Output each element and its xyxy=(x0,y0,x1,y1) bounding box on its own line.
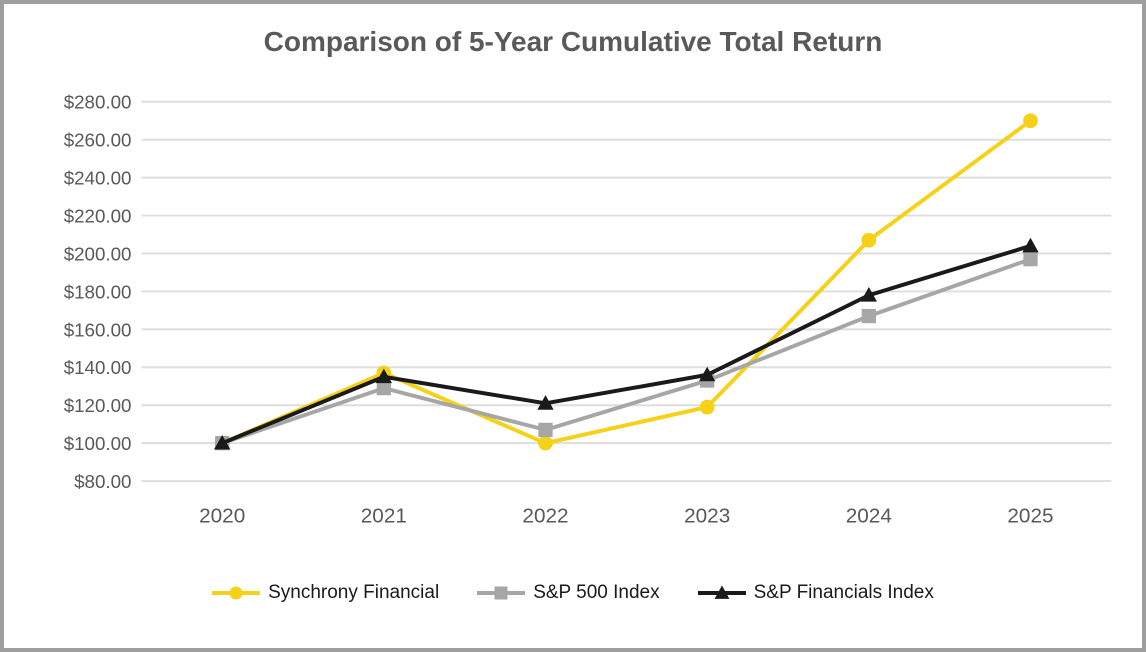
x-axis-tick-label: 2025 xyxy=(1007,505,1053,528)
legend-marker-circle-icon xyxy=(212,586,261,600)
data-point-marker xyxy=(1023,252,1038,267)
legend: Synchrony Financial S&P 500 Index S&P Fi… xyxy=(4,582,1142,604)
data-point-marker xyxy=(229,586,243,600)
y-axis-tick-label: $160.00 xyxy=(64,319,132,340)
x-axis-tick-label: 2021 xyxy=(361,505,407,528)
data-point-marker xyxy=(214,434,231,450)
y-axis-tick-label: $200.00 xyxy=(64,243,132,264)
data-point-marker xyxy=(494,586,508,600)
y-axis-tick-label: $140.00 xyxy=(64,357,132,378)
legend-item-synchrony-financial: Synchrony Financial xyxy=(212,582,439,604)
series-line-synchrony-financial xyxy=(220,118,1033,446)
y-axis-tick-label: $260.00 xyxy=(64,130,132,151)
data-point-marker xyxy=(699,399,715,415)
data-point-marker xyxy=(1023,113,1038,129)
data-point-marker xyxy=(860,287,878,302)
y-axis-tick-label: $100.00 xyxy=(64,433,132,454)
data-point-marker xyxy=(861,232,877,248)
y-axis-tick-label: $180.00 xyxy=(64,281,132,302)
data-point-marker xyxy=(714,585,730,599)
data-point-marker xyxy=(538,422,553,437)
data-point-marker xyxy=(698,366,716,382)
y-axis-tick-label: $240.00 xyxy=(64,168,132,189)
series-line-s-p-500-index xyxy=(220,257,1033,446)
data-point-marker xyxy=(376,381,391,396)
legend-marker-triangle-icon xyxy=(697,585,746,599)
data-point-marker xyxy=(861,308,876,324)
legend-marker-square-icon xyxy=(477,586,526,600)
x-axis-tick-label: 2023 xyxy=(684,505,730,528)
legend-label: S&P Financials Index xyxy=(753,582,934,603)
series-line-s-p-financials-index xyxy=(220,243,1033,446)
chart-title: Comparison of 5-Year Cumulative Total Re… xyxy=(263,26,883,57)
data-point-marker xyxy=(538,435,553,451)
legend-item-sp-500-index: S&P 500 Index xyxy=(477,582,660,604)
legend-item-sp-financials-index: S&P Financials Index xyxy=(697,582,934,604)
data-point-marker xyxy=(537,395,554,410)
x-axis-tick-label: 2022 xyxy=(522,505,568,528)
y-axis-tick-label: $80.00 xyxy=(74,471,131,492)
data-point-marker xyxy=(375,368,393,384)
y-axis-tick-label: $220.00 xyxy=(64,205,132,226)
data-point-marker xyxy=(1022,237,1039,253)
x-axis-tick-label: 2020 xyxy=(199,505,245,528)
legend-label: S&P 500 Index xyxy=(533,582,660,603)
x-axis-tick-label: 2024 xyxy=(846,505,892,528)
y-axis-tick-label: $280.00 xyxy=(64,92,132,113)
y-axis-tick-label: $120.00 xyxy=(64,395,132,416)
plot-area: $280.00 $260.00 $240.00 $220.00 $200.00 $180.… xyxy=(64,92,1112,528)
legend-label: Synchrony Financial xyxy=(268,582,440,603)
